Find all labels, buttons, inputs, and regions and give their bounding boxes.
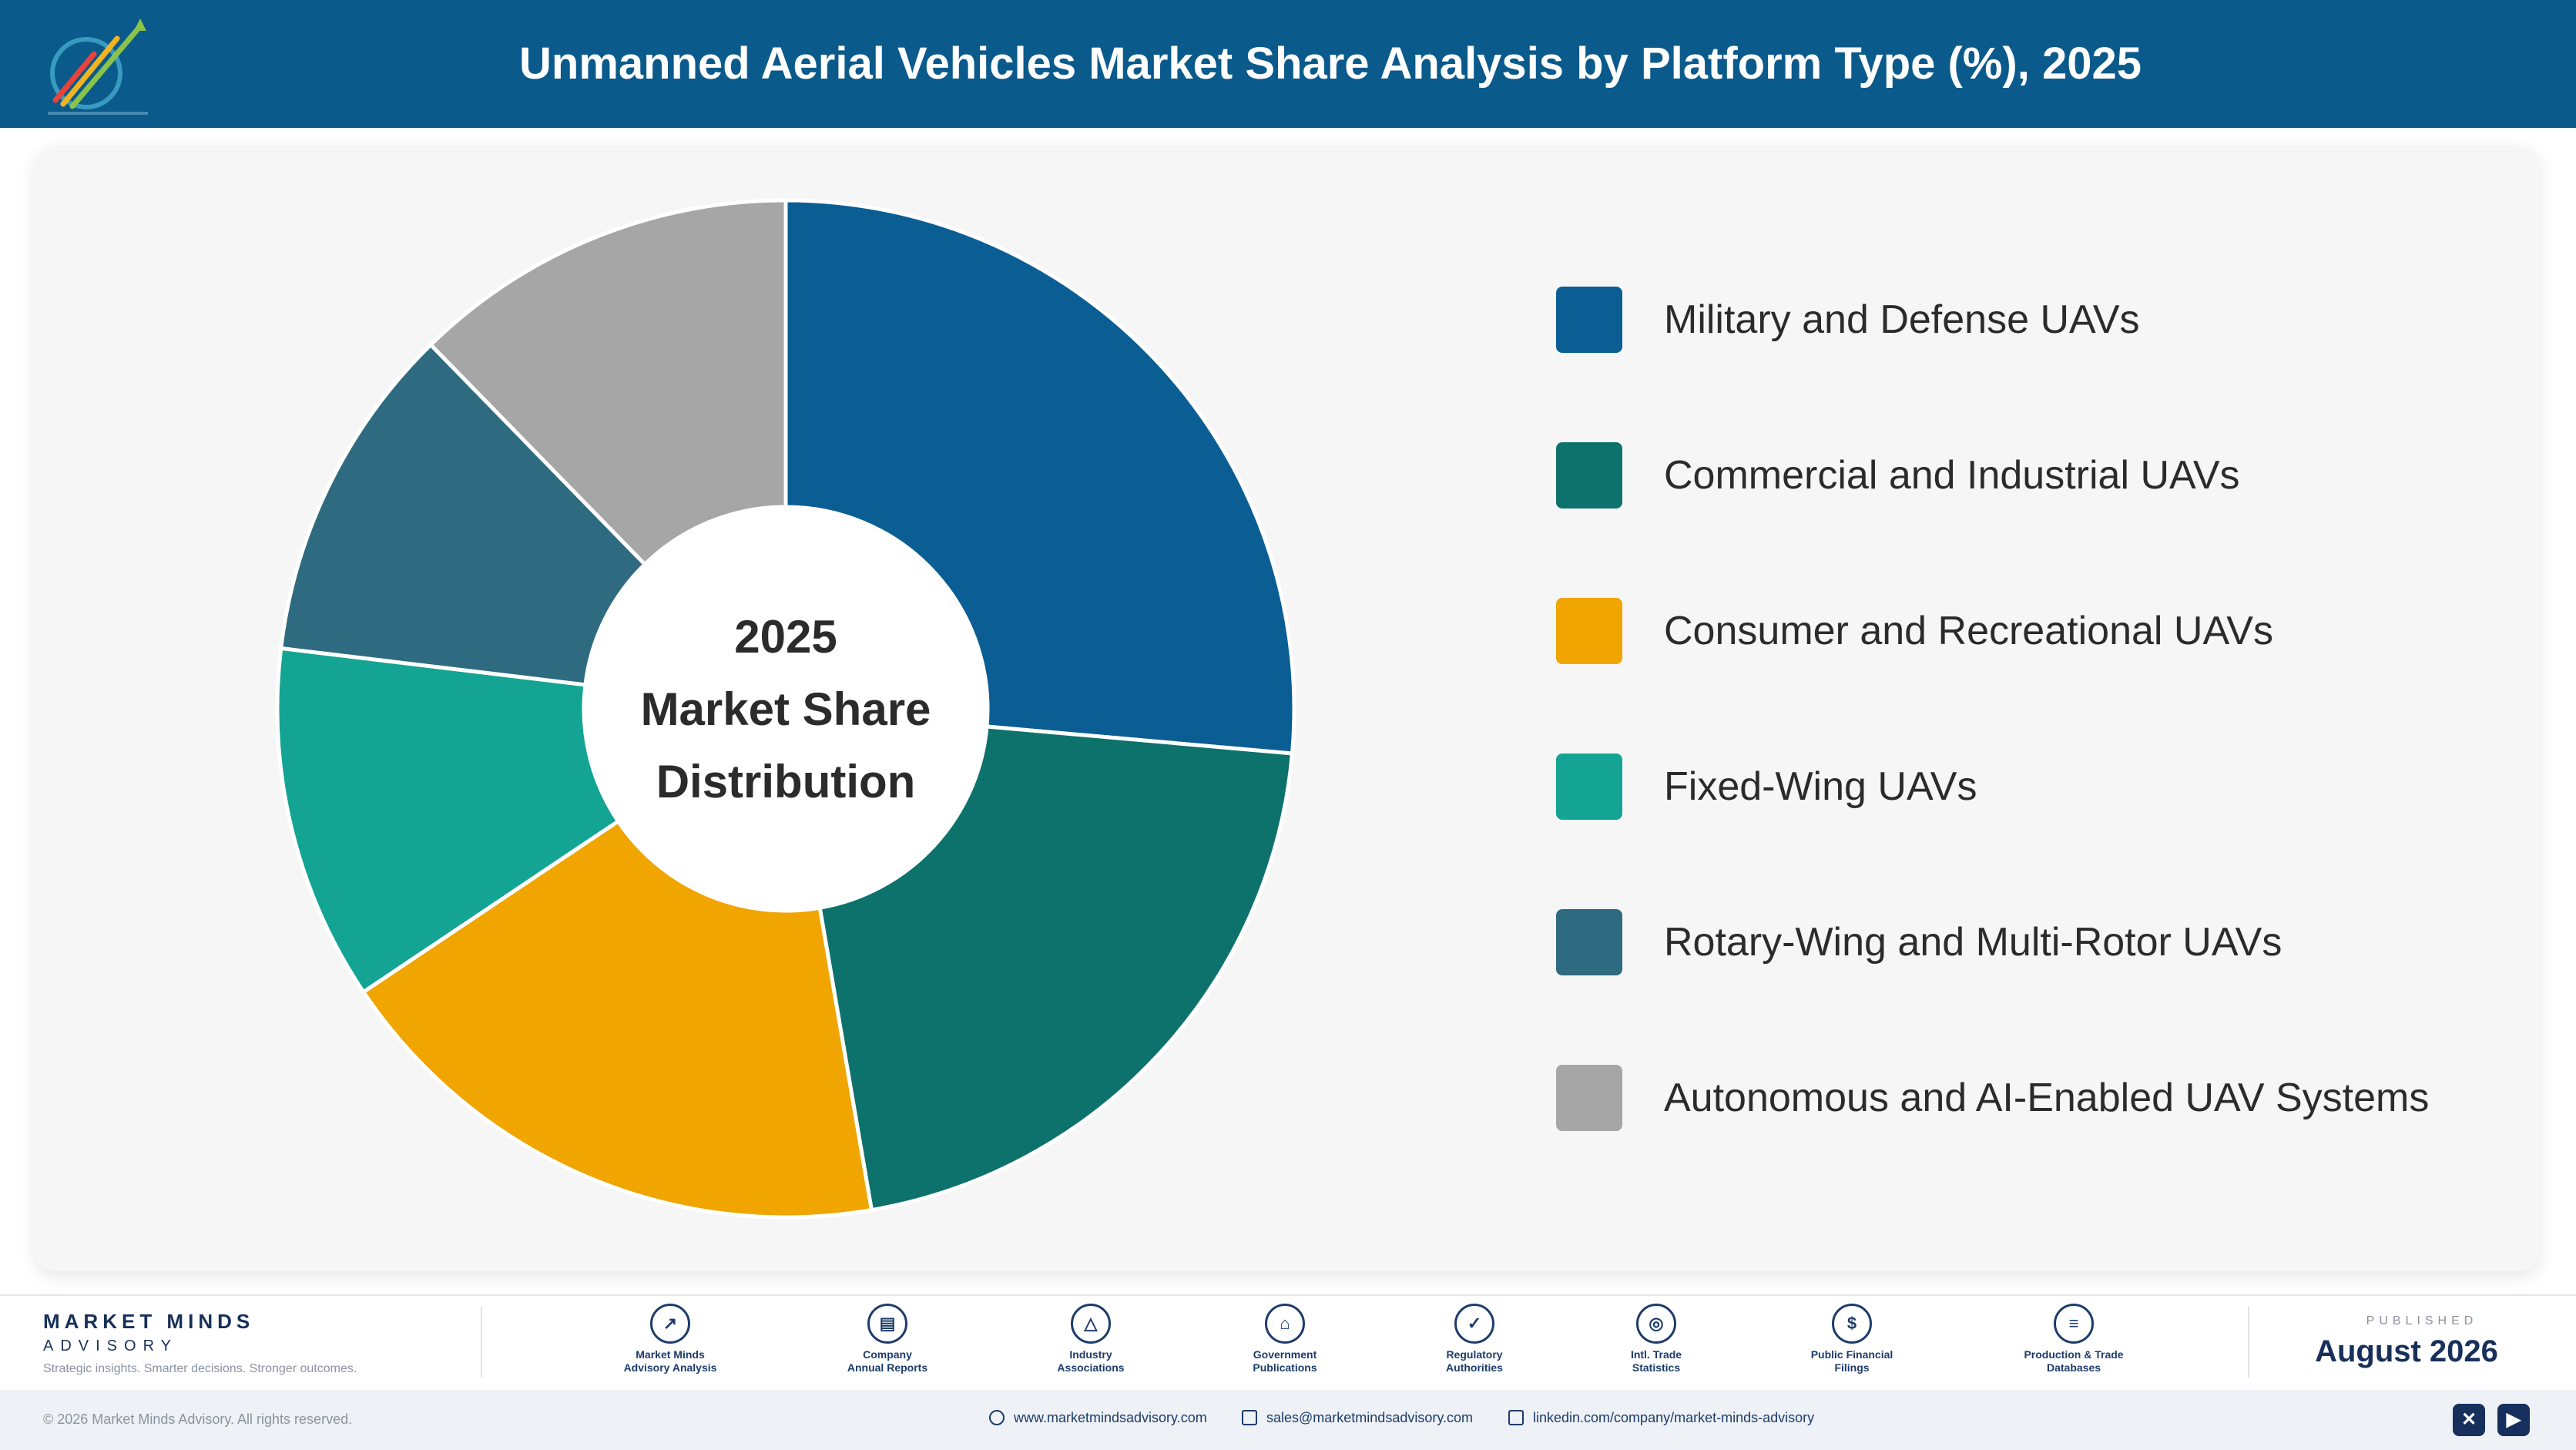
source-financial-filings[interactable]: $ Public Financial Filings bbox=[1775, 1304, 1929, 1374]
legend-label: Autonomous and AI-Enabled UAV Systems bbox=[1664, 1076, 2430, 1120]
dollar-coin-icon: $ bbox=[1832, 1304, 1872, 1344]
pie-slice-4 bbox=[275, 646, 621, 995]
legend-label: Military and Defense UAVs bbox=[1664, 297, 2140, 342]
legend-swatch bbox=[1556, 909, 1622, 975]
legend-item: Military and Defense UAVs bbox=[1556, 284, 2519, 353]
donut-center-label: 2025 Market Share Distribution bbox=[585, 601, 986, 818]
donut-hole bbox=[585, 509, 986, 909]
brand-name: MARKET MINDS bbox=[43, 1310, 255, 1333]
legend-item: Consumer and Recreational UAVs bbox=[1556, 595, 2519, 664]
legend-swatch bbox=[1556, 442, 1622, 509]
source-market-minds[interactable]: ↗ Market Minds Advisory Analysis bbox=[593, 1304, 747, 1374]
source-government-publications[interactable]: ⌂ Government Publications bbox=[1208, 1304, 1362, 1374]
mail-icon bbox=[1242, 1410, 1257, 1425]
company-logo-icon bbox=[48, 18, 148, 115]
source-trade-statistics[interactable]: ◎ Intl. Trade Statistics bbox=[1579, 1304, 1733, 1374]
source-company-reports[interactable]: ▤ Company Annual Reports bbox=[810, 1304, 964, 1374]
document-icon: ▤ bbox=[867, 1304, 907, 1344]
legend-swatch bbox=[1556, 754, 1622, 820]
copyright-text: © 2026 Market Minds Advisory. All rights… bbox=[43, 1411, 353, 1427]
footer: MARKET MINDS ADVISORY Strategic insights… bbox=[0, 1296, 2576, 1390]
footer-separator bbox=[2248, 1307, 2249, 1378]
globe-icon: ◎ bbox=[1636, 1304, 1676, 1344]
pie-slice-5 bbox=[278, 341, 648, 687]
legend-label: Rotary-Wing and Multi-Rotor UAVs bbox=[1664, 920, 2283, 965]
linkedin-link[interactable]: linkedin.com/company/market-minds-adviso… bbox=[1508, 1410, 1814, 1426]
legend-swatch bbox=[1556, 1065, 1622, 1131]
legend-item: Autonomous and AI-Enabled UAV Systems bbox=[1556, 1062, 2519, 1131]
network-icon: △ bbox=[1071, 1304, 1111, 1344]
legend-swatch bbox=[1556, 598, 1622, 664]
legend-label: Commercial and Industrial UAVs bbox=[1664, 453, 2240, 498]
center-label-line3: Distribution bbox=[656, 756, 916, 807]
pie-slice-3 bbox=[361, 818, 874, 1220]
center-label-year: 2025 bbox=[734, 611, 837, 663]
legend-label: Consumer and Recreational UAVs bbox=[1664, 609, 2273, 653]
pie-slice-6 bbox=[428, 198, 788, 567]
published-date: August 2026 bbox=[2315, 1334, 2498, 1368]
database-icon: ≡ bbox=[2054, 1304, 2094, 1344]
source-regulatory-authorities[interactable]: ✓ Regulatory Authorities bbox=[1397, 1304, 1551, 1374]
source-industry-associations[interactable]: △ Industry Associations bbox=[1014, 1304, 1168, 1374]
shield-check-icon: ✓ bbox=[1454, 1304, 1494, 1344]
email-link[interactable]: sales@marketmindsadvisory.com bbox=[1242, 1410, 1473, 1426]
legend-item: Rotary-Wing and Multi-Rotor UAVs bbox=[1556, 906, 2519, 975]
brand-tagline: Strategic insights. Smarter decisions. S… bbox=[43, 1362, 357, 1375]
legend-item: Commercial and Industrial UAVs bbox=[1556, 439, 2519, 509]
legend-label: Fixed-Wing UAVs bbox=[1664, 764, 1977, 809]
trend-line-icon: ↗ bbox=[650, 1304, 690, 1344]
footer-separator bbox=[481, 1307, 482, 1378]
footer-divider bbox=[0, 1294, 2576, 1296]
linkedin-icon bbox=[1508, 1410, 1524, 1425]
pie-slice-2 bbox=[817, 724, 1295, 1213]
x-social-icon[interactable]: ✕ bbox=[2453, 1404, 2485, 1436]
header-bar: Unmanned Aerial Vehicles Market Share An… bbox=[0, 0, 2576, 128]
youtube-social-icon[interactable]: ▶ bbox=[2497, 1404, 2530, 1436]
source-trade-databases[interactable]: ≡ Production & Trade Databases bbox=[1997, 1304, 2151, 1374]
page-title: Unmanned Aerial Vehicles Market Share An… bbox=[519, 39, 2142, 89]
center-label-line2: Market Share bbox=[640, 683, 931, 735]
brand-subtitle: ADVISORY bbox=[43, 1338, 178, 1354]
legend-item: Fixed-Wing UAVs bbox=[1556, 750, 2519, 820]
legend-swatch bbox=[1556, 287, 1622, 353]
pie-slice-1 bbox=[783, 198, 1296, 756]
government-building-icon: ⌂ bbox=[1265, 1304, 1305, 1344]
globe-icon bbox=[989, 1410, 1005, 1425]
website-link[interactable]: www.marketmindsadvisory.com bbox=[989, 1410, 1207, 1426]
bottom-bar: © 2026 Market Minds Advisory. All rights… bbox=[0, 1390, 2576, 1450]
published-label: PUBLISHED bbox=[2366, 1314, 2478, 1327]
